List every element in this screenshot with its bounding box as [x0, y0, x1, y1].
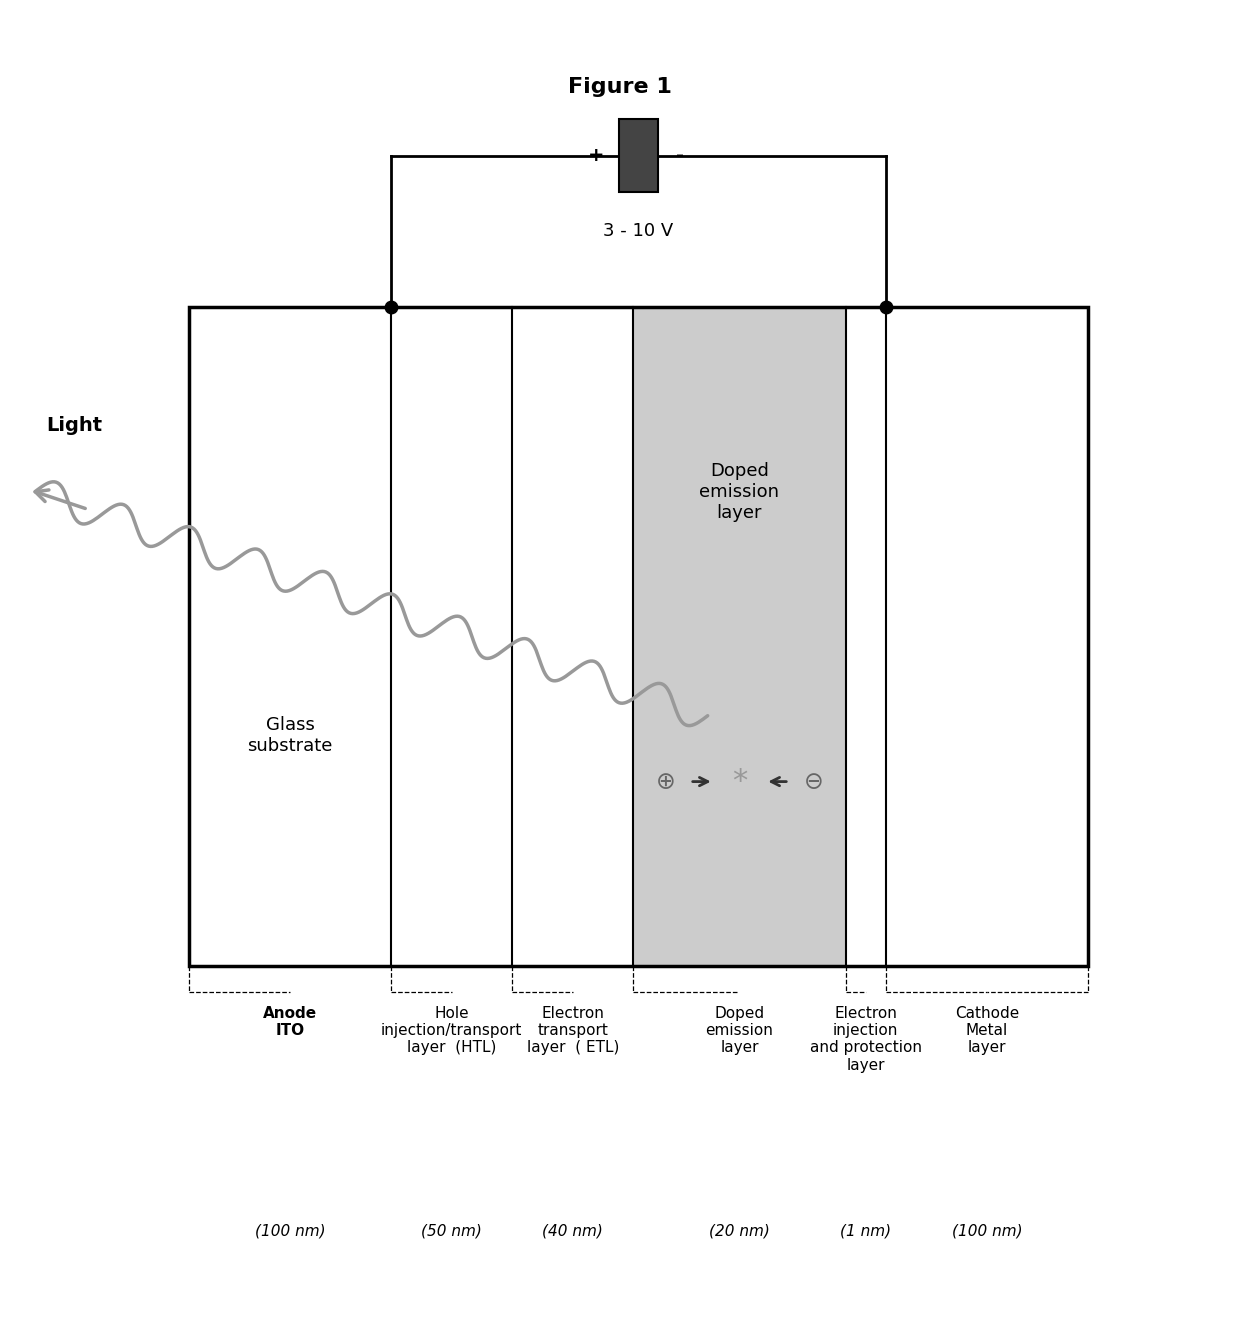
Bar: [634, 308, 846, 967]
Text: (50 nm): (50 nm): [422, 1223, 482, 1238]
Text: (20 nm): (20 nm): [709, 1223, 770, 1238]
Text: Light: Light: [47, 416, 103, 435]
Text: Hole
injection/transport
layer  (HTL): Hole injection/transport layer (HTL): [381, 1005, 522, 1055]
Text: Cathode
Metal
layer: Cathode Metal layer: [955, 1005, 1019, 1055]
Text: Electron
transport
layer  ( ETL): Electron transport layer ( ETL): [527, 1005, 619, 1055]
Text: (40 nm): (40 nm): [542, 1223, 603, 1238]
Text: (1 nm): (1 nm): [841, 1223, 892, 1238]
Bar: [188, 308, 1087, 967]
Text: (100 nm): (100 nm): [951, 1223, 1022, 1238]
Text: Anode
ITO: Anode ITO: [263, 1005, 317, 1038]
Text: Electron
injection
and protection
layer: Electron injection and protection layer: [810, 1005, 921, 1073]
Text: +: +: [588, 146, 605, 166]
Text: 3 - 10 V: 3 - 10 V: [604, 221, 673, 240]
Text: Figure 1: Figure 1: [568, 77, 672, 97]
Text: ⊕: ⊕: [656, 769, 675, 793]
Text: -: -: [676, 146, 684, 166]
Text: Doped
emission
layer: Doped emission layer: [706, 1005, 774, 1055]
Text: ⊖: ⊖: [804, 769, 823, 793]
Text: *: *: [732, 766, 748, 796]
Bar: [619, 119, 658, 192]
Bar: [188, 308, 1087, 967]
Text: Glass
substrate: Glass substrate: [247, 716, 332, 754]
Text: (100 nm): (100 nm): [254, 1223, 325, 1238]
Text: Doped
emission
layer: Doped emission layer: [699, 461, 780, 521]
Bar: [634, 308, 846, 967]
